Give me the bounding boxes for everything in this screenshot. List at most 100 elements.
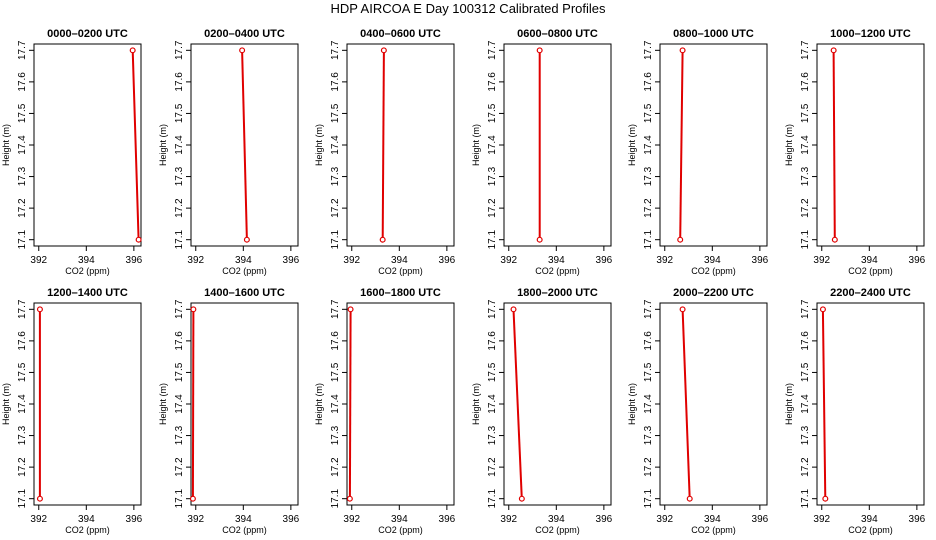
y-tick-label: 17.3 xyxy=(174,166,185,186)
x-tick-label: 392 xyxy=(813,514,830,525)
y-tick-label: 17.1 xyxy=(800,230,811,250)
profile-point xyxy=(243,236,250,243)
x-tick-label: 396 xyxy=(439,514,456,525)
profile-point xyxy=(677,236,684,243)
x-axis-label: CO2 (ppm) xyxy=(848,525,893,535)
profile-point xyxy=(379,236,386,243)
y-axis-label: Height (m) xyxy=(314,124,324,166)
x-tick-label: 396 xyxy=(596,255,613,266)
x-tick-label: 394 xyxy=(78,514,95,525)
x-tick-label: 396 xyxy=(596,514,613,525)
y-axis-label: Height (m) xyxy=(784,124,794,166)
profile-panel: 0400–0600 UTC 392 394 396 17.1 17.2 17.3 17.4 17… xyxy=(314,28,456,276)
y-tick-label: 17.7 xyxy=(330,299,341,319)
panel-grid: 0000–0200 UTC 392 394 396 17.1 17.2 17.3 17.4 17… xyxy=(1,28,926,535)
profile-line xyxy=(131,50,140,240)
panel-title: 0600–0800 UTC xyxy=(517,28,598,40)
profile-panel: 1800–2000 UTC 392 394 396 17.1 17.2 17.3 17.4 17… xyxy=(471,287,613,535)
panel-title: 1400–1600 UTC xyxy=(204,287,285,299)
profile-panel: 0200–0400 UTC 392 394 396 17.1 17.2 17.3 17.4 17… xyxy=(158,28,300,276)
y-tick-label: 17.5 xyxy=(487,103,498,123)
profile-line xyxy=(348,309,352,499)
profile-point xyxy=(36,495,43,502)
y-axis-label: Height (m) xyxy=(627,124,637,166)
y-axis-label: Height (m) xyxy=(314,383,324,425)
y-tick-label: 17.5 xyxy=(800,362,811,382)
y-tick-label: 17.5 xyxy=(174,103,185,123)
y-tick-label: 17.2 xyxy=(174,457,185,477)
y-tick-label: 17.7 xyxy=(330,40,341,60)
profile-panel: 0800–1000 UTC 392 394 396 17.1 17.2 17.3 17.4 17… xyxy=(627,28,769,276)
y-tick-label: 17.3 xyxy=(800,425,811,445)
x-tick-label: 396 xyxy=(283,255,300,266)
y-tick-label: 17.1 xyxy=(643,489,654,509)
plot-frame xyxy=(33,43,142,247)
x-tick-label: 392 xyxy=(187,255,204,266)
y-tick-label: 17.2 xyxy=(800,457,811,477)
y-tick-label: 17.5 xyxy=(17,362,28,382)
profile-line xyxy=(679,50,684,240)
profile-point xyxy=(190,306,197,313)
x-axis-label: CO2 (ppm) xyxy=(65,525,110,535)
y-tick-label: 17.2 xyxy=(330,457,341,477)
y-tick-label: 17.3 xyxy=(487,425,498,445)
y-tick-label: 17.7 xyxy=(643,40,654,60)
y-tick-label: 17.3 xyxy=(330,425,341,445)
y-tick-label: 17.2 xyxy=(487,198,498,218)
y-tick-label: 17.3 xyxy=(17,166,28,186)
plot-frame xyxy=(816,302,925,506)
y-tick-label: 17.5 xyxy=(643,103,654,123)
panel-title: 1000–1200 UTC xyxy=(830,28,911,40)
y-tick-label: 17.1 xyxy=(17,230,28,250)
x-tick-label: 394 xyxy=(704,255,721,266)
y-tick-label: 17.7 xyxy=(643,299,654,319)
y-tick-label: 17.7 xyxy=(800,40,811,60)
x-tick-label: 394 xyxy=(391,255,408,266)
y-tick-label: 17.2 xyxy=(17,198,28,218)
y-tick-label: 17.4 xyxy=(800,135,811,155)
x-tick-label: 396 xyxy=(126,514,143,525)
x-tick-label: 394 xyxy=(78,255,95,266)
x-tick-label: 394 xyxy=(235,255,252,266)
y-tick-label: 17.5 xyxy=(330,362,341,382)
profile-line xyxy=(191,309,195,499)
y-tick-label: 17.6 xyxy=(174,72,185,92)
y-tick-label: 17.6 xyxy=(800,72,811,92)
y-tick-label: 17.6 xyxy=(800,331,811,351)
y-tick-label: 17.4 xyxy=(330,394,341,414)
x-tick-label: 392 xyxy=(500,514,517,525)
panel-title: 2000–2200 UTC xyxy=(673,287,754,299)
x-axis-label: CO2 (ppm) xyxy=(848,266,893,276)
y-axis-label: Height (m) xyxy=(471,124,481,166)
plot-frame xyxy=(346,43,455,247)
profile-panel: 1600–1800 UTC 392 394 396 17.1 17.2 17.3 17.4 17… xyxy=(314,287,456,535)
profile-point xyxy=(679,47,686,54)
y-tick-label: 17.1 xyxy=(17,489,28,509)
y-tick-label: 17.6 xyxy=(17,72,28,92)
profile-panel: 0000–0200 UTC 392 394 396 17.1 17.2 17.3 17.4 17… xyxy=(1,28,143,276)
x-tick-label: 396 xyxy=(752,514,769,525)
profile-panel: 1400–1600 UTC 392 394 396 17.1 17.2 17.3 17.4 17… xyxy=(158,287,300,535)
profile-point xyxy=(135,236,142,243)
x-tick-label: 394 xyxy=(861,255,878,266)
x-tick-label: 392 xyxy=(187,514,204,525)
plot-frame xyxy=(346,302,455,506)
profile-line xyxy=(832,50,836,240)
y-tick-label: 17.3 xyxy=(643,166,654,186)
x-tick-label: 392 xyxy=(30,514,47,525)
profile-point xyxy=(830,47,837,54)
x-tick-label: 392 xyxy=(656,514,673,525)
profile-point xyxy=(822,495,829,502)
x-axis-label: CO2 (ppm) xyxy=(535,525,580,535)
x-tick-label: 394 xyxy=(548,255,565,266)
x-tick-label: 392 xyxy=(813,255,830,266)
x-tick-label: 392 xyxy=(343,255,360,266)
panel-title: 0000–0200 UTC xyxy=(47,28,128,40)
y-tick-label: 17.3 xyxy=(17,425,28,445)
y-tick-label: 17.4 xyxy=(17,394,28,414)
x-tick-label: 394 xyxy=(704,514,721,525)
plot-frame xyxy=(659,302,768,506)
y-tick-label: 17.3 xyxy=(174,425,185,445)
y-tick-label: 17.1 xyxy=(174,489,185,509)
y-axis-label: Height (m) xyxy=(158,383,168,425)
